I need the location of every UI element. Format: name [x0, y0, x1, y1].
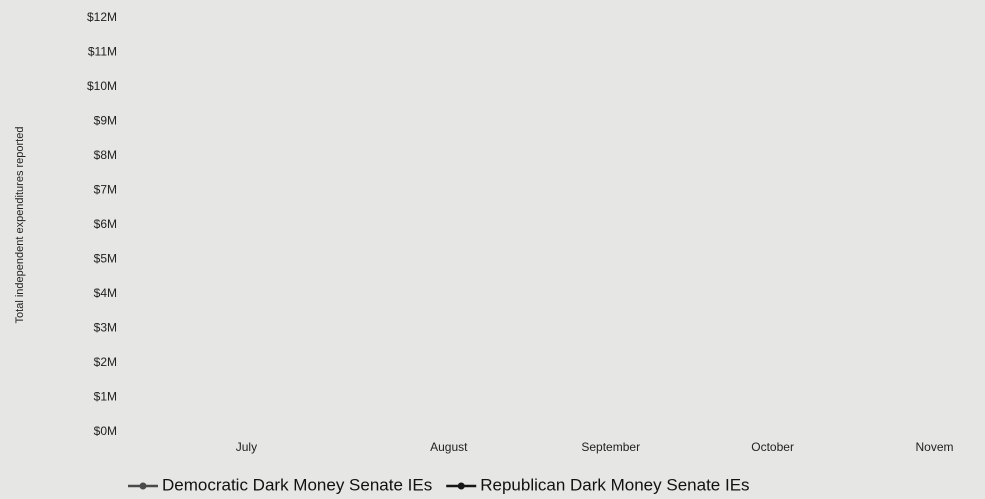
legend-label: Republican Dark Money Senate IEs	[480, 475, 749, 494]
y-tick-label: $8M	[94, 148, 117, 162]
y-tick-label: $4M	[94, 286, 117, 300]
y-tick-label: $12M	[87, 10, 117, 24]
x-tick-label: October	[751, 440, 794, 454]
y-tick-label: $6M	[94, 217, 117, 231]
y-tick-label: $2M	[94, 355, 117, 369]
legend-marker	[457, 482, 465, 490]
x-tick-label: Novem	[916, 440, 954, 454]
legend-marker	[139, 482, 147, 490]
y-tick-label: $11M	[88, 45, 117, 59]
y-tick-label: $7M	[94, 183, 117, 197]
x-tick-label: July	[236, 440, 257, 454]
y-axis-label: Total independent expenditures reported	[14, 127, 26, 324]
x-tick-label: September	[581, 440, 640, 454]
y-tick-label: $10M	[87, 79, 117, 93]
y-tick-label: $5M	[94, 252, 117, 266]
x-tick-label: August	[430, 440, 468, 454]
y-tick-label: $9M	[94, 114, 117, 128]
y-tick-label: $3M	[94, 321, 117, 335]
y-tick-label: $1M	[94, 390, 117, 404]
legend: Democratic Dark Money Senate IEs Republic…	[128, 475, 750, 494]
y-tick-label: $0M	[94, 424, 117, 438]
legend-label: Democratic Dark Money Senate IEs	[162, 475, 432, 494]
